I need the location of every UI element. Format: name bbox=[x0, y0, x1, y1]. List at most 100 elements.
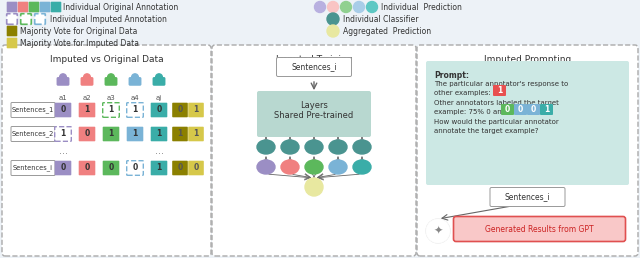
FancyBboxPatch shape bbox=[2, 45, 211, 256]
Text: Aggregated  Prediction: Aggregated Prediction bbox=[343, 27, 431, 36]
Text: Prompt:: Prompt: bbox=[434, 71, 469, 80]
Circle shape bbox=[327, 25, 339, 37]
Text: Sentences_2: Sentences_2 bbox=[12, 131, 54, 137]
FancyBboxPatch shape bbox=[102, 103, 119, 117]
Text: annotate the target example?: annotate the target example? bbox=[434, 128, 538, 134]
Text: 1: 1 bbox=[193, 106, 198, 115]
Circle shape bbox=[340, 2, 351, 12]
Text: ...: ... bbox=[58, 146, 67, 156]
FancyBboxPatch shape bbox=[540, 104, 553, 115]
Text: 0: 0 bbox=[177, 164, 182, 173]
Ellipse shape bbox=[257, 140, 275, 154]
Text: 0: 0 bbox=[177, 106, 182, 115]
FancyBboxPatch shape bbox=[527, 104, 540, 115]
Text: ...: ... bbox=[154, 146, 163, 156]
Text: Majority Vote for Original Data: Majority Vote for Original Data bbox=[20, 27, 138, 36]
Ellipse shape bbox=[305, 140, 323, 154]
FancyBboxPatch shape bbox=[79, 127, 95, 141]
FancyBboxPatch shape bbox=[152, 77, 165, 86]
Text: 0: 0 bbox=[108, 164, 114, 173]
Text: a1: a1 bbox=[59, 95, 67, 101]
FancyBboxPatch shape bbox=[426, 61, 629, 185]
FancyBboxPatch shape bbox=[6, 14, 17, 24]
FancyBboxPatch shape bbox=[188, 103, 204, 117]
Text: 0: 0 bbox=[132, 164, 138, 173]
Text: example: 75% 0 and 25% 1: example: 75% 0 and 25% 1 bbox=[434, 109, 531, 115]
Circle shape bbox=[108, 74, 115, 80]
Circle shape bbox=[353, 2, 365, 12]
Text: 0: 0 bbox=[193, 164, 198, 173]
FancyBboxPatch shape bbox=[56, 77, 69, 86]
Text: Other annotators labeled the target: Other annotators labeled the target bbox=[434, 100, 559, 106]
FancyBboxPatch shape bbox=[257, 91, 371, 137]
Text: Sentences_1: Sentences_1 bbox=[12, 107, 54, 113]
FancyBboxPatch shape bbox=[11, 102, 55, 117]
Ellipse shape bbox=[305, 160, 323, 174]
FancyBboxPatch shape bbox=[127, 161, 143, 175]
Ellipse shape bbox=[353, 140, 371, 154]
Text: 0: 0 bbox=[518, 105, 523, 114]
Ellipse shape bbox=[329, 160, 347, 174]
Text: 1: 1 bbox=[132, 106, 138, 115]
FancyBboxPatch shape bbox=[20, 14, 31, 24]
Text: 1: 1 bbox=[497, 86, 502, 95]
FancyBboxPatch shape bbox=[6, 26, 17, 36]
FancyBboxPatch shape bbox=[127, 127, 143, 141]
Text: ✦: ✦ bbox=[433, 226, 443, 236]
FancyBboxPatch shape bbox=[514, 104, 527, 115]
FancyBboxPatch shape bbox=[79, 103, 95, 117]
FancyBboxPatch shape bbox=[102, 161, 119, 175]
FancyBboxPatch shape bbox=[172, 103, 188, 117]
Ellipse shape bbox=[257, 160, 275, 174]
Text: 1: 1 bbox=[177, 130, 182, 139]
Text: a2: a2 bbox=[83, 95, 92, 101]
Text: aj: aj bbox=[156, 95, 162, 101]
FancyBboxPatch shape bbox=[150, 127, 167, 141]
Text: Imputed Prompting: Imputed Prompting bbox=[484, 55, 571, 64]
Circle shape bbox=[426, 219, 450, 243]
FancyBboxPatch shape bbox=[79, 161, 95, 175]
FancyBboxPatch shape bbox=[127, 103, 143, 117]
FancyBboxPatch shape bbox=[276, 58, 351, 77]
Circle shape bbox=[314, 2, 326, 12]
Text: 1: 1 bbox=[132, 130, 138, 139]
Text: 0: 0 bbox=[505, 105, 510, 114]
FancyBboxPatch shape bbox=[35, 14, 45, 24]
FancyBboxPatch shape bbox=[188, 127, 204, 141]
Text: Imputed Training: Imputed Training bbox=[276, 55, 352, 64]
Ellipse shape bbox=[281, 140, 299, 154]
FancyBboxPatch shape bbox=[54, 103, 71, 117]
Text: Individual Imputed Annotation: Individual Imputed Annotation bbox=[50, 14, 167, 23]
FancyBboxPatch shape bbox=[6, 2, 17, 12]
Text: Majority Vote for Imputed Data: Majority Vote for Imputed Data bbox=[20, 38, 139, 47]
Text: Generated Results from GPT: Generated Results from GPT bbox=[485, 224, 594, 233]
Circle shape bbox=[84, 74, 90, 80]
Ellipse shape bbox=[329, 140, 347, 154]
Text: Sentences_i: Sentences_i bbox=[291, 62, 337, 71]
FancyBboxPatch shape bbox=[81, 77, 93, 86]
Text: 1: 1 bbox=[108, 106, 114, 115]
FancyBboxPatch shape bbox=[417, 45, 638, 256]
FancyBboxPatch shape bbox=[172, 127, 188, 141]
Circle shape bbox=[156, 74, 163, 80]
FancyBboxPatch shape bbox=[54, 127, 71, 141]
Text: 1: 1 bbox=[193, 130, 198, 139]
Circle shape bbox=[305, 178, 323, 196]
Text: other examples:: other examples: bbox=[434, 90, 491, 96]
Circle shape bbox=[60, 74, 67, 80]
Text: 0: 0 bbox=[531, 105, 536, 114]
Text: a3: a3 bbox=[107, 95, 115, 101]
Ellipse shape bbox=[353, 160, 371, 174]
FancyBboxPatch shape bbox=[172, 161, 188, 175]
FancyBboxPatch shape bbox=[490, 188, 565, 206]
FancyBboxPatch shape bbox=[501, 104, 514, 115]
Text: Imputed vs Original Data: Imputed vs Original Data bbox=[50, 55, 163, 64]
FancyBboxPatch shape bbox=[11, 126, 55, 141]
Text: 0: 0 bbox=[84, 164, 90, 173]
Text: 1: 1 bbox=[84, 106, 90, 115]
FancyBboxPatch shape bbox=[102, 127, 119, 141]
Text: 0: 0 bbox=[84, 130, 90, 139]
Text: Individual Original Annotation: Individual Original Annotation bbox=[63, 3, 179, 12]
Text: 0: 0 bbox=[156, 106, 162, 115]
FancyBboxPatch shape bbox=[51, 2, 61, 12]
